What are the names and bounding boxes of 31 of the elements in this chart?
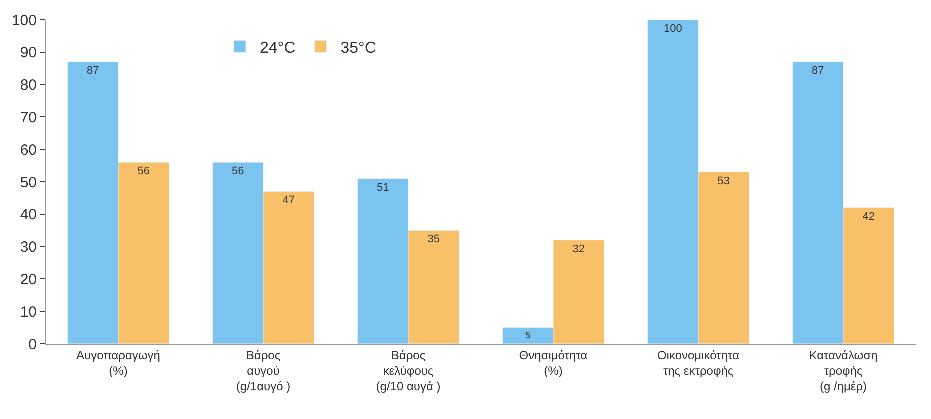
data-label: 5 xyxy=(526,330,531,340)
data-label: 100 xyxy=(664,23,682,35)
data-label: 56 xyxy=(232,166,244,178)
x-tick-label: Θνησιμότητα (%) xyxy=(519,348,588,378)
y-tick-label: 0 xyxy=(28,336,37,354)
x-tick-label: Οικονομικότητα της εκτροφής xyxy=(657,348,740,378)
y-tick-label: 50 xyxy=(20,174,37,192)
data-label: 32 xyxy=(572,243,585,256)
data-label: 51 xyxy=(377,182,390,194)
data-label: 53 xyxy=(718,175,730,188)
y-tick-label: 90 xyxy=(20,44,37,62)
y-tick-label: 100 xyxy=(12,12,37,30)
y-tick-label: 60 xyxy=(20,142,37,159)
data-label: 87 xyxy=(87,65,100,78)
data-label: 47 xyxy=(282,194,295,207)
x-tick-label: Κατανάλωση τροφής (g /ημέρ) xyxy=(809,348,878,394)
legend-label: 35°C xyxy=(340,40,376,57)
legend-label: 24°C xyxy=(260,40,296,57)
y-tick-label: 20 xyxy=(20,271,37,288)
y-tick-label: 80 xyxy=(20,77,37,94)
data-label: 35 xyxy=(428,234,440,246)
y-tick-label: 30 xyxy=(20,239,37,256)
x-tick-label: Βάρος κελύφους (g/10 αυγά ) xyxy=(376,348,441,394)
x-tick-label: Βάρος αυγού (g/1αυγό ) xyxy=(236,348,291,394)
data-label: 56 xyxy=(138,166,150,178)
data-label: 42 xyxy=(862,210,875,223)
x-tick-label: Αυγοπαραγωγή (%) xyxy=(76,348,160,378)
y-tick-label: 70 xyxy=(20,109,37,126)
y-tick-label: 40 xyxy=(20,206,37,224)
y-tick-label: 10 xyxy=(20,304,37,321)
data-label: 87 xyxy=(812,65,824,78)
